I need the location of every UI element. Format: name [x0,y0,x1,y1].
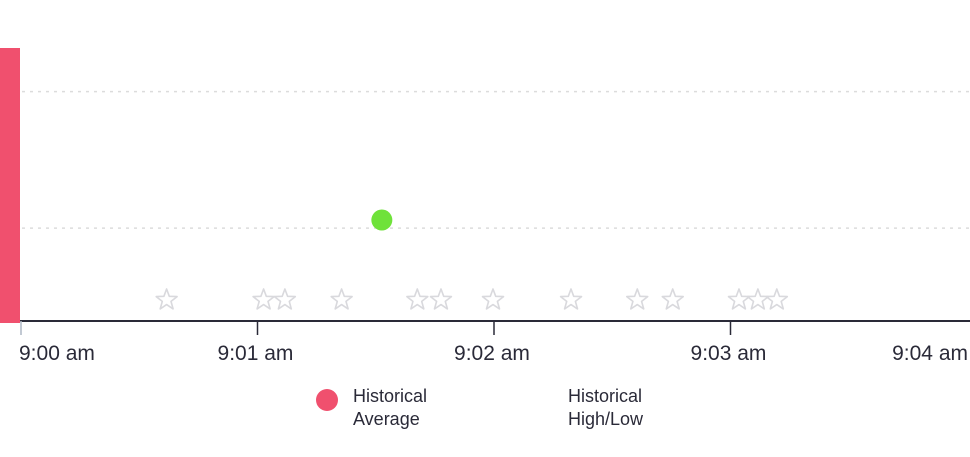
x-tick-label: 9:00 am [19,342,95,365]
legend-label-average-line2: Average [353,409,420,429]
legend-item-high-low: Historical High/Low [568,385,678,431]
star-marker-icon [330,288,353,310]
historical-average-bar [0,48,20,323]
x-tick-label: 9:01 am [218,342,294,365]
star-marker-icon [746,288,770,310]
star-marker-icon [481,288,505,310]
star-marker-icon [252,288,275,310]
legend-label-high-low-line2: High/Low [568,409,644,429]
star-marker-icon [626,288,649,310]
x-tick-label: 9:03 am [691,342,767,365]
data-point [371,209,393,231]
x-tick-label: 9:04 am [892,342,968,365]
legend-label-average-line1: Historical [353,386,428,406]
legend-label-high-low-line1: Historical [568,386,643,406]
legend-item-average: Historical Average [316,385,463,431]
star-marker-icon [429,288,453,310]
x-tick-label: 9:02 am [454,342,530,365]
star-marker-icon [273,288,297,310]
star-marker-icon [727,288,751,310]
legend-swatch-average [316,389,338,411]
star-marker-icon [559,288,583,310]
star-marker-icon [406,288,429,310]
legend-label-high-low: Historical High/Low [568,385,678,431]
legend: Historical Average Historical High/Low [316,385,736,445]
star-marker-icon [661,288,684,310]
star-marker-icon [155,288,178,310]
star-marker-icon [765,288,789,310]
legend-label-average: Historical Average [353,385,463,431]
